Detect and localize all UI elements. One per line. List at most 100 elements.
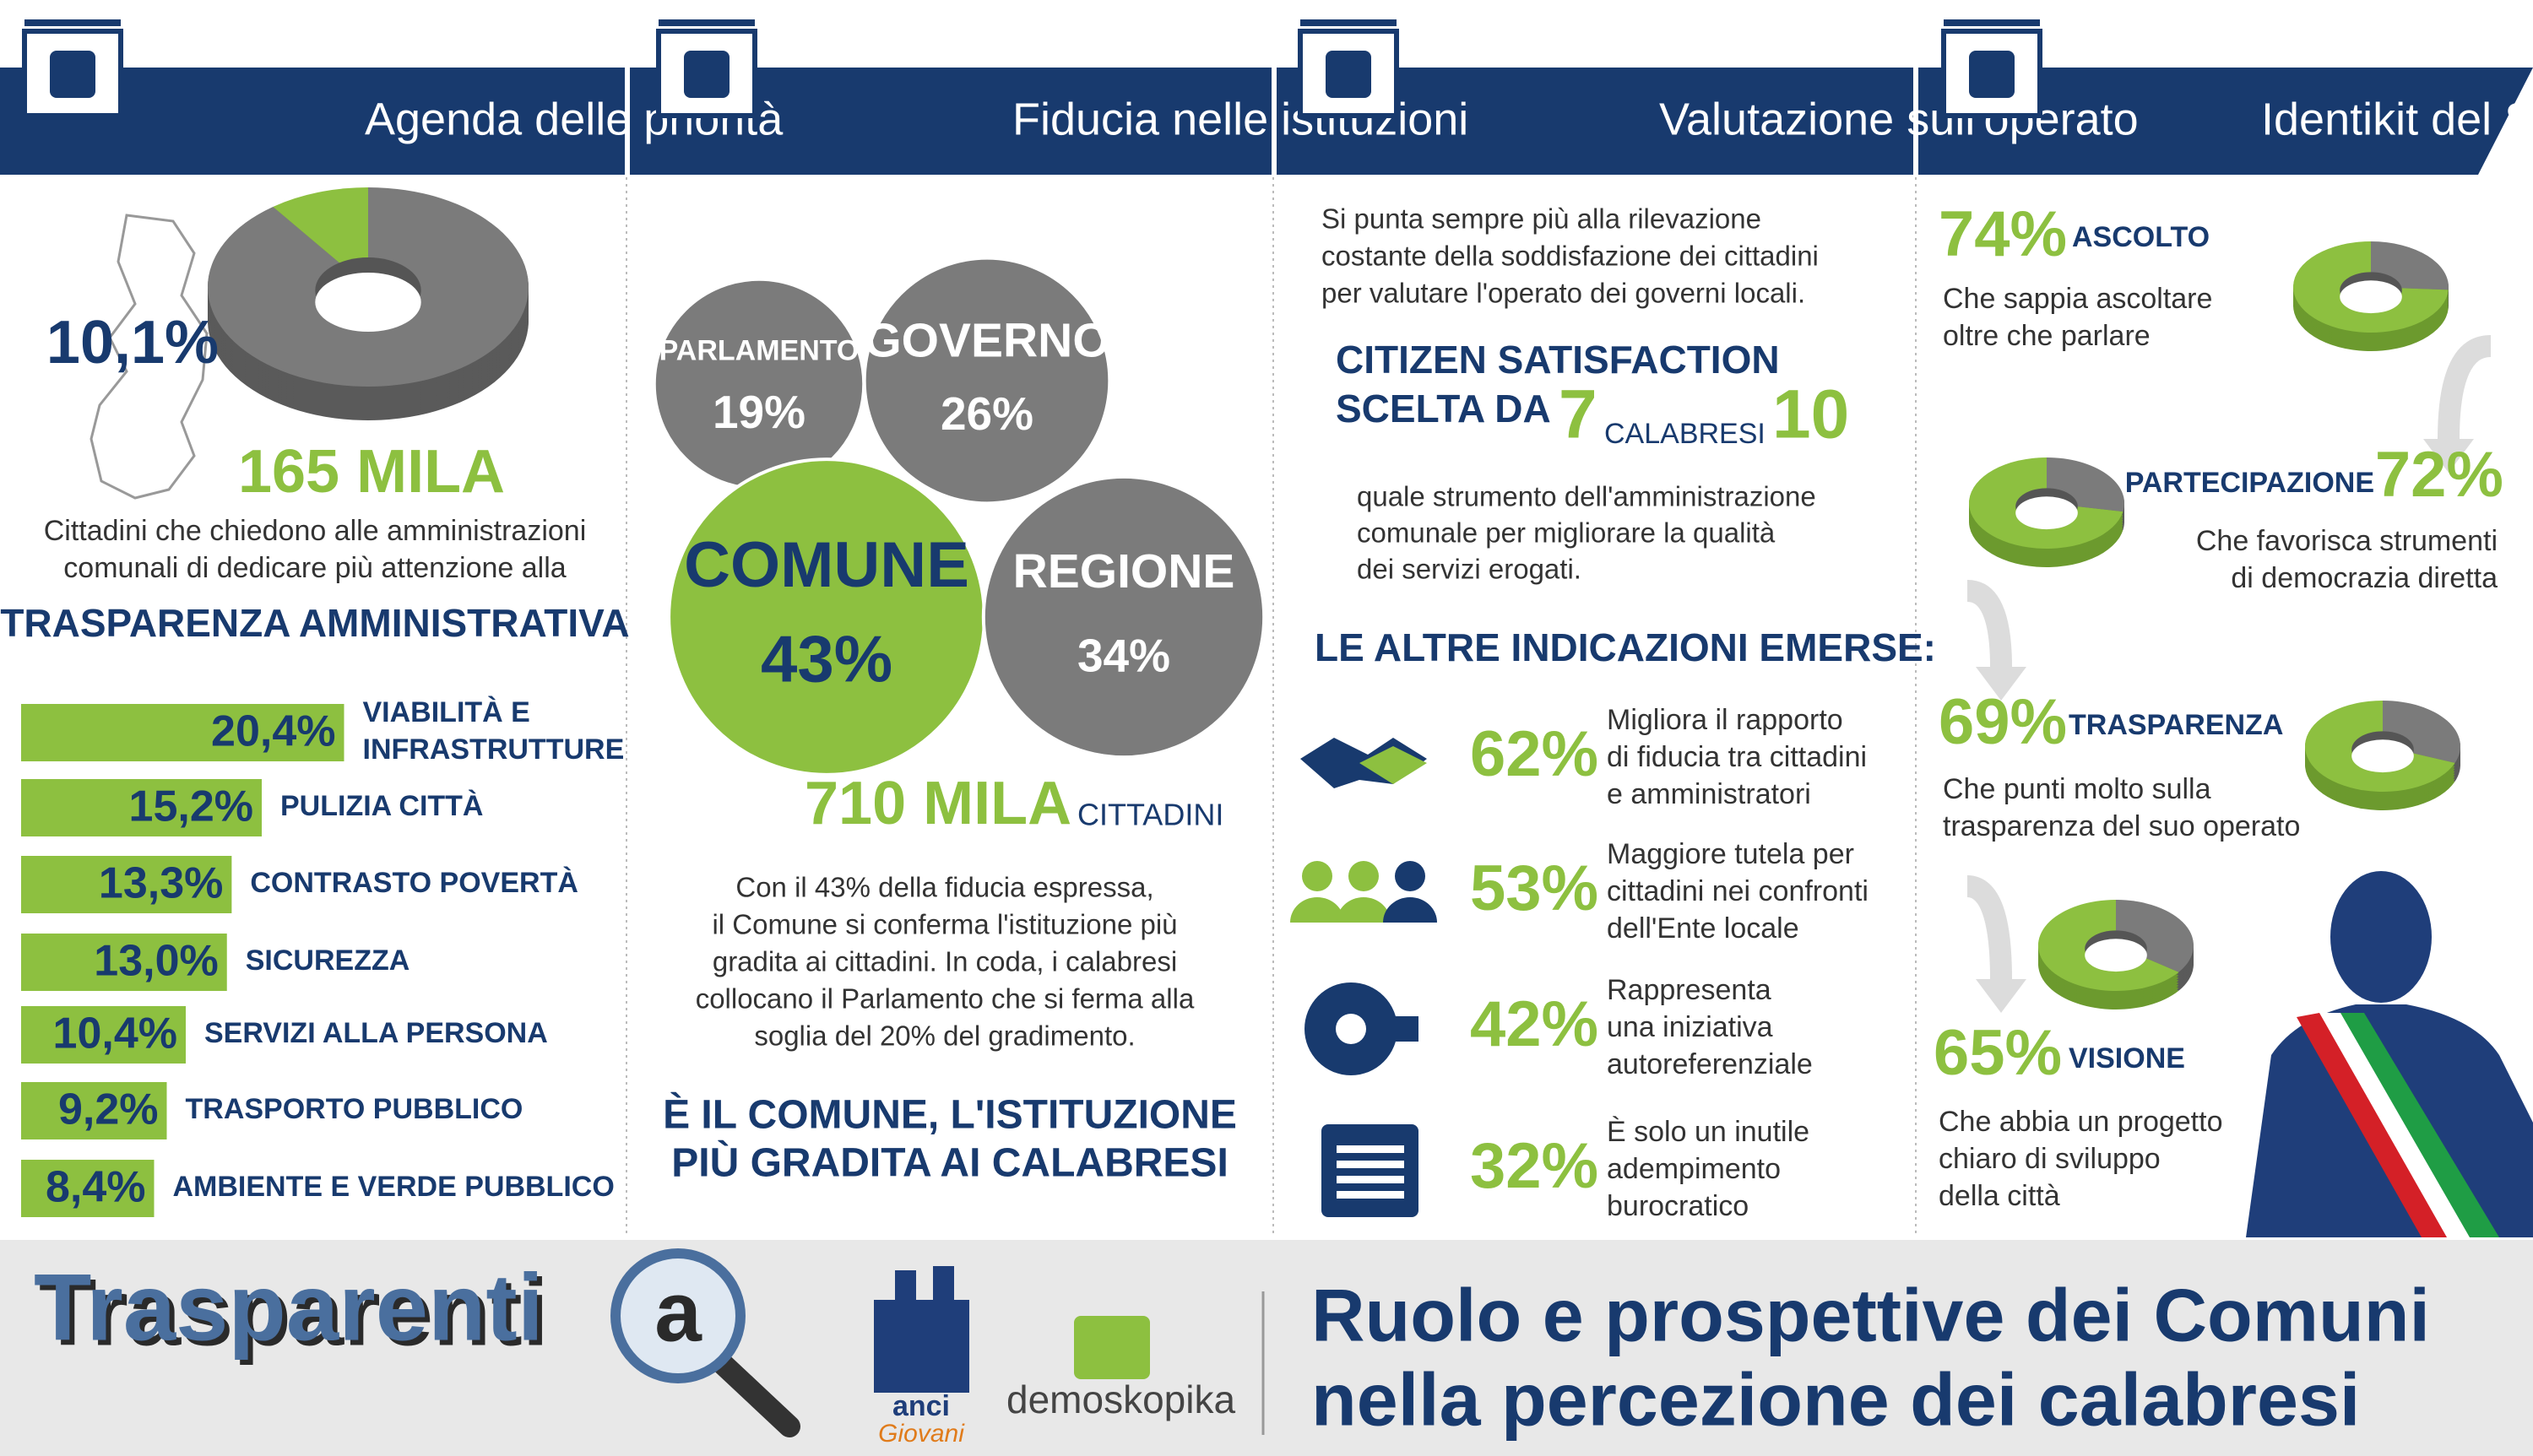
unit: CALABRESI (1604, 418, 1766, 450)
bar-name: PULIZIA CITTÀ (280, 790, 484, 822)
bar-name: SICUREZZA (246, 945, 410, 977)
header-band (1918, 68, 2533, 175)
bubble-name: GOVERNO (864, 313, 1109, 367)
region-map (89, 214, 209, 500)
icon-glyph (1326, 51, 1371, 98)
trait-text: Che abbia un progetto (1939, 1106, 2222, 1138)
pie-hole (2015, 496, 2078, 530)
item-text: dell'Ente locale (1607, 912, 1799, 945)
subtitle: LE ALTRE INDICAZIONI EMERSE: (1315, 625, 1936, 669)
item-text: Rappresenta (1607, 974, 1771, 1006)
partner-logo (1074, 1316, 1150, 1379)
numerator: 7 (1559, 376, 1597, 453)
item-text: È solo un inutile (1607, 1116, 1809, 1148)
partner-sub: Giovani (878, 1420, 965, 1448)
pie-rest (2116, 900, 2194, 972)
item-text: Maggiore tutela per (1607, 838, 1854, 870)
description: dei servizi erogati. (1357, 554, 1581, 585)
trait-name: VISIONE (2069, 1042, 2185, 1074)
icon-bar (659, 19, 755, 26)
trait-text: chiaro di sviluppo (1939, 1143, 2161, 1175)
bar-name: CONTRASTO POVERTÀ (250, 867, 578, 899)
icon (1395, 861, 1425, 891)
icon (1359, 746, 1427, 784)
icon-bar (24, 19, 121, 26)
icon (1337, 1145, 1404, 1153)
sash (2297, 1013, 2447, 1237)
item-text: autoreferenziale (1607, 1048, 1813, 1080)
bar-name: AMBIENTE E VERDE PUBBLICO (173, 1171, 615, 1203)
item-value: 32% (1470, 1130, 1598, 1202)
item-text: e amministratori (1607, 778, 1811, 810)
arrow-head (1976, 667, 2026, 701)
arrow-head (1976, 979, 2026, 1013)
logo-shadow: Trasparenti (39, 1260, 549, 1366)
trait-text: trasparenza del suo operato (1943, 810, 2300, 842)
bar (21, 1160, 155, 1217)
trait-value: 72% (2375, 439, 2503, 511)
icon (1290, 897, 1344, 923)
item-text: di fiducia tra cittadini (1607, 741, 1867, 773)
bubble (981, 474, 1266, 760)
count: 165 MILA (238, 438, 505, 506)
bar (21, 704, 344, 761)
description: comunale per migliorare la qualità (1357, 517, 1776, 549)
description: quale strumento dell'amministrazione (1357, 481, 1816, 512)
magnifier-handle (711, 1352, 800, 1437)
icon (1337, 897, 1391, 923)
bar (21, 856, 232, 913)
trait-name: PARTECIPAZIONE (2125, 467, 2374, 499)
highlight: TRASPARENZA AMMINISTRATIVA (0, 601, 629, 645)
bar-label: 10,4% (53, 1009, 177, 1058)
bar-label: 20,4% (211, 707, 335, 756)
bubble-name: PARLAMENTO (659, 335, 860, 367)
footer-title: nella percezione dei calabresi (1311, 1357, 2360, 1441)
bubble-label: 19% (713, 386, 805, 438)
arrow-head (2423, 439, 2474, 473)
section-title: Fiducia nelle istituzioni (1012, 94, 1468, 144)
share-label: 10,1% (46, 309, 219, 376)
bar-name: SERVIZI ALLA PERSONA (204, 1017, 548, 1049)
partner-name: demoskopika (1006, 1378, 1235, 1421)
pie-hole (315, 272, 421, 333)
intro: costante della soddisfazione dei cittadi… (1321, 241, 1819, 272)
arrow (2438, 335, 2492, 440)
bar (21, 1082, 167, 1139)
item-text: burocratico (1607, 1190, 1749, 1222)
trait-name: ASCOLTO (2072, 221, 2210, 253)
icon-glyph (684, 51, 730, 98)
trait-value: 74% (1939, 198, 2067, 270)
bar-label: 13,3% (99, 859, 223, 908)
item-text: adempimento (1607, 1153, 1781, 1185)
bar-name: VIABILITÀ E (363, 696, 530, 728)
bar-label: 13,0% (94, 937, 218, 986)
item-text: cittadini nei confronti (1607, 875, 1869, 907)
icon-bar (1300, 19, 1397, 26)
sash (2318, 1013, 2470, 1237)
icon-glyph (50, 51, 95, 98)
count: 710 MILA (805, 770, 1071, 837)
bubble-label: 34% (1077, 629, 1170, 681)
trait-text: Che sappia ascoltare (1943, 283, 2212, 315)
partner-name: anci (892, 1390, 950, 1422)
icon (1321, 1124, 1418, 1217)
item-value: 62% (1470, 718, 1598, 790)
bar (21, 779, 262, 836)
icon-bar (1944, 19, 2040, 26)
description: comunali di dedicare più attenzione alla (63, 552, 566, 584)
icon (1336, 1014, 1366, 1044)
description: Cittadini che chiedono alle amministrazi… (44, 515, 587, 547)
conclusion: È IL COMUNE, L'ISTITUZIONE (663, 1092, 1237, 1138)
item-value: 53% (1470, 852, 1598, 924)
sash (2339, 1013, 2499, 1237)
icon (1383, 897, 1437, 923)
trait-text: oltre che parlare (1943, 320, 2151, 352)
conclusion: PIÙ GRADITA AI CALABRESI (671, 1139, 1229, 1186)
arrow (1966, 875, 2012, 980)
icon (1337, 1161, 1404, 1168)
silhouette-head (2330, 871, 2432, 1003)
pie-hole (2340, 280, 2402, 314)
item-text: Migliora il rapporto (1607, 704, 1843, 736)
arrow (1966, 580, 2012, 668)
bar-label: 9,2% (58, 1085, 159, 1134)
